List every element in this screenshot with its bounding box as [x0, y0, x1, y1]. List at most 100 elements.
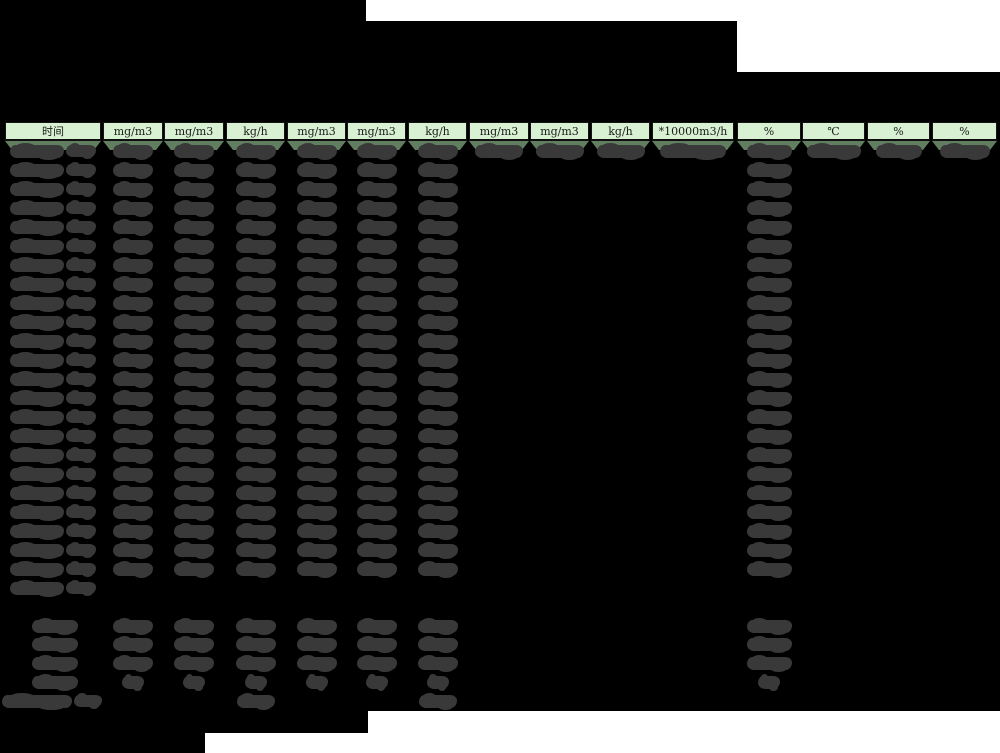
- redacted-cell-blob: [113, 161, 153, 179]
- redacted-cell-blob: [296, 389, 337, 407]
- header-cell-2[interactable]: mg/m3: [103, 122, 163, 141]
- redacted-cell-blob: [174, 294, 214, 312]
- redacted-cell-blob: [174, 370, 214, 388]
- header-cell-9[interactable]: mg/m3: [530, 122, 589, 141]
- redacted-cell-blob: [296, 654, 337, 672]
- redacted-cell-blob: [296, 237, 337, 255]
- header-cell-14[interactable]: %: [867, 122, 930, 141]
- redacted-cell-blob: [235, 408, 276, 426]
- redacted-cell-blob: [174, 237, 214, 255]
- redacted-cell-blob: [417, 142, 458, 160]
- redacted-cell-blob: [10, 427, 64, 445]
- redacted-cell-blob: [746, 294, 792, 312]
- redacted-cell-blob: [596, 142, 645, 160]
- redacted-cell-blob: [235, 446, 276, 464]
- header-cell-12[interactable]: %: [737, 122, 801, 141]
- redacted-cell-blob: [113, 389, 153, 407]
- header-cell-3[interactable]: mg/m3: [164, 122, 224, 141]
- redacted-cell-blob: [183, 673, 205, 691]
- redacted-cell-blob: [356, 636, 397, 654]
- redacted-cell-blob: [10, 541, 64, 559]
- redacted-cell-blob: [10, 408, 64, 426]
- redacted-cell-blob: [174, 332, 214, 350]
- redacted-cell-blob: [235, 237, 276, 255]
- redacted-cell-blob: [174, 427, 214, 445]
- redacted-cell-blob: [417, 313, 458, 331]
- redacted-cell-blob: [174, 161, 214, 179]
- redacted-cell-blob: [746, 617, 792, 635]
- redacted-cell-blob: [174, 199, 214, 217]
- redacted-cell-blob: [66, 257, 96, 273]
- redacted-cell-blob: [10, 161, 64, 179]
- redacted-cell-blob: [875, 142, 922, 160]
- redacted-cell-blob: [10, 256, 64, 274]
- redacted-cell-blob: [113, 408, 153, 426]
- redacted-cell-blob: [356, 389, 397, 407]
- header-cell-6[interactable]: mg/m3: [347, 122, 406, 141]
- header-cell-11[interactable]: *10000m3/h: [652, 122, 734, 141]
- redacted-cell-blob: [746, 654, 792, 672]
- redacted-cell-blob: [66, 409, 96, 425]
- redacted-cell-blob: [235, 522, 276, 540]
- redacted-cell-blob: [113, 636, 153, 654]
- redacted-cell-blob: [66, 485, 96, 501]
- redacted-cell-blob: [746, 161, 792, 179]
- redacted-cell-blob: [113, 427, 153, 445]
- redacted-cell-blob: [417, 389, 458, 407]
- redacted-cell-blob: [113, 275, 153, 293]
- redacted-cell-blob: [10, 275, 64, 293]
- redacted-cell-blob: [356, 617, 397, 635]
- redacted-cell-blob: [235, 218, 276, 236]
- redacted-cell-blob: [417, 522, 458, 540]
- redacted-cell-blob: [113, 446, 153, 464]
- redacted-cell-blob: [10, 332, 64, 350]
- redacted-cell-blob: [113, 199, 153, 217]
- redacted-cell-blob: [10, 522, 64, 540]
- redacted-cell-blob: [417, 294, 458, 312]
- header-cell-7[interactable]: kg/h: [408, 122, 467, 141]
- header-cell-10[interactable]: kg/h: [591, 122, 650, 141]
- redacted-cell-blob: [10, 142, 64, 160]
- redacted-cell-blob: [417, 654, 458, 672]
- redacted-cell-blob: [113, 294, 153, 312]
- redacted-cell-blob: [66, 200, 96, 216]
- redacted-cell-blob: [746, 541, 792, 559]
- redacted-cell-blob: [356, 237, 397, 255]
- redacted-cell-blob: [417, 275, 458, 293]
- redacted-cell-blob: [305, 673, 328, 691]
- redacted-cell-blob: [417, 541, 458, 559]
- redacted-cell-blob: [417, 503, 458, 521]
- redacted-cell-blob: [417, 351, 458, 369]
- header-cell-5[interactable]: mg/m3: [287, 122, 346, 141]
- redacted-cell-blob: [10, 237, 64, 255]
- header-cell-1[interactable]: 时间: [5, 122, 101, 141]
- redacted-cell-blob: [235, 503, 276, 521]
- redacted-cell-blob: [535, 142, 584, 160]
- redacted-cell-blob: [356, 370, 397, 388]
- redacted-cell-blob: [296, 560, 337, 578]
- redacted-cell-blob: [10, 446, 64, 464]
- redacted-cell-blob: [939, 142, 990, 160]
- redacted-cell-blob: [66, 542, 96, 558]
- redacted-cell-blob: [296, 370, 337, 388]
- header-cell-4[interactable]: kg/h: [226, 122, 285, 141]
- redacted-title-block-right: [737, 72, 1000, 122]
- header-cell-8[interactable]: mg/m3: [469, 122, 529, 141]
- redacted-cell-blob: [174, 218, 214, 236]
- header-cell-15[interactable]: %: [932, 122, 997, 141]
- redacted-cell-blob: [235, 617, 276, 635]
- redacted-cell-blob: [10, 180, 64, 198]
- redacted-title-block-left: [0, 0, 366, 122]
- redacted-cell-blob: [66, 181, 96, 197]
- redacted-sheet-body: [0, 122, 1000, 711]
- redacted-cell-blob: [32, 617, 78, 635]
- redacted-cell-blob: [746, 180, 792, 198]
- redacted-cell-blob: [296, 142, 337, 160]
- redacted-cell-blob: [235, 161, 276, 179]
- redacted-cell-blob: [296, 161, 337, 179]
- redacted-cell-blob: [66, 314, 96, 330]
- header-cell-13[interactable]: ℃: [802, 122, 865, 141]
- redacted-cell-blob: [66, 466, 96, 482]
- redacted-cell-blob: [356, 142, 397, 160]
- redacted-cell-blob: [296, 275, 337, 293]
